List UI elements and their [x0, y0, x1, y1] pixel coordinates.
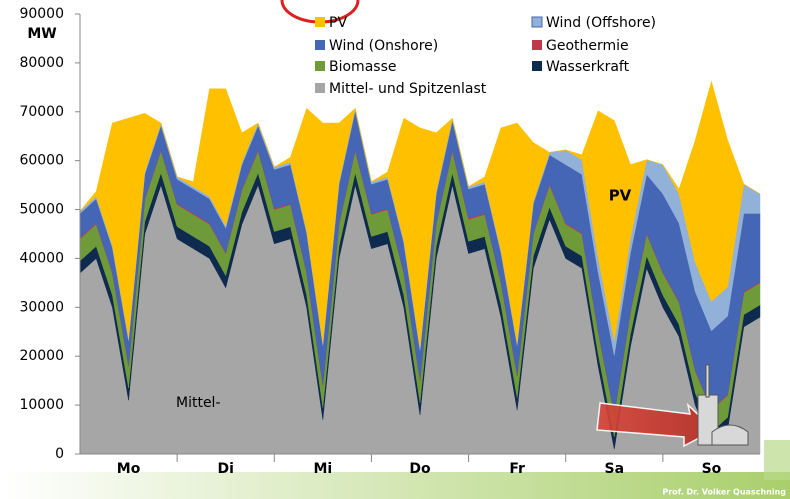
legend-swatch — [531, 16, 543, 28]
y-tick-label: 90000 — [19, 6, 64, 22]
x-tick-label: Di — [218, 461, 234, 477]
y-tick-label: 20000 — [19, 348, 64, 364]
legend-swatch — [315, 83, 325, 93]
side-strip — [764, 440, 790, 480]
x-tick-label: So — [702, 461, 722, 477]
legend-swatch — [315, 40, 325, 50]
y-tick-label: 70000 — [19, 104, 64, 120]
area — [79, 80, 761, 348]
annotation: PV — [609, 187, 632, 205]
legend-label: PV — [329, 15, 347, 31]
legend-swatch — [315, 17, 325, 27]
y-axis-label: MW — [27, 26, 56, 42]
legend-label: Wind (Onshore) — [329, 38, 438, 54]
x-tick-label: Sa — [605, 461, 625, 477]
x-tick-label: Mi — [313, 461, 332, 477]
legend-label: Geothermie — [546, 38, 629, 54]
power-plant-icon — [697, 364, 749, 446]
x-tick-label: Mo — [117, 461, 141, 477]
footer-credit: Prof. Dr. Volker Quaschning — [662, 488, 786, 497]
y-tick-label: 80000 — [19, 55, 64, 71]
legend-label: Biomasse — [329, 59, 396, 75]
y-tick-label: 0 — [55, 446, 64, 462]
x-tick-label: Fr — [509, 461, 525, 477]
annotation: Mittel- — [176, 395, 221, 411]
y-tick-label: 40000 — [19, 250, 64, 266]
legend-label: Mittel- und Spitzenlast — [329, 81, 487, 97]
y-tick-label: 30000 — [19, 299, 64, 315]
x-tick-label: Do — [409, 461, 431, 477]
legend-swatch — [532, 61, 542, 71]
y-tick-label: 60000 — [19, 153, 64, 169]
legend-label: Wasserkraft — [546, 59, 630, 75]
legend-swatch — [315, 61, 325, 71]
y-tick-label: 50000 — [19, 202, 64, 218]
y-tick-label: 10000 — [19, 397, 64, 413]
footer-bar — [0, 472, 790, 499]
legend-swatch — [532, 40, 542, 50]
legend-label: Wind (Offshore) — [546, 15, 656, 31]
